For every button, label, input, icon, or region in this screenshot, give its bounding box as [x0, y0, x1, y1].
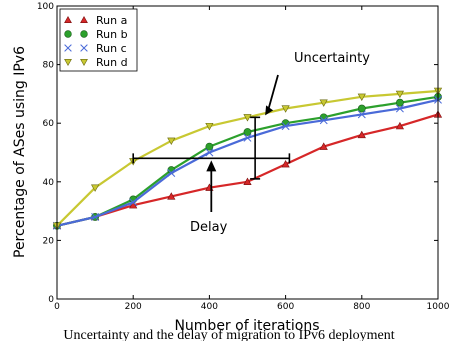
x-tick-label: 800	[353, 302, 370, 312]
y-tick-label: 20	[43, 236, 55, 246]
marker-x-stroke	[357, 110, 366, 119]
marker-x	[64, 44, 72, 52]
marker-x-stroke	[167, 169, 176, 177]
marker-triangle-down	[80, 58, 88, 67]
marker-triangle-up	[319, 142, 328, 150]
marker-triangle-down	[167, 137, 176, 145]
legend-entry: Run c	[64, 42, 127, 55]
legend-entry: Run a	[64, 14, 127, 27]
marker-circle	[80, 30, 88, 38]
legend-label: Run b	[96, 28, 128, 41]
y-tick-label: 0	[48, 295, 54, 305]
marker-triangle-up	[64, 15, 72, 24]
marker-x-stroke	[80, 44, 88, 52]
y-tick-label: 80	[43, 61, 55, 71]
marker-triangle-up	[129, 201, 138, 209]
marker-triangle-down	[243, 114, 252, 122]
marker-circle	[395, 98, 404, 107]
marker-x-stroke	[129, 198, 138, 207]
arrow-uncertainty-shaft	[267, 74, 279, 111]
marker-circle	[205, 142, 214, 151]
marker-x-stroke	[281, 122, 290, 131]
x-tick-label: 0	[54, 302, 60, 312]
legend-label: Run d	[96, 56, 128, 69]
marker-x	[319, 116, 328, 125]
y-tick-label: 60	[43, 119, 55, 129]
marker-triangle-up	[395, 121, 405, 130]
figure-caption: Uncertainty and the delay of migration t…	[63, 329, 395, 341]
marker-x-stroke	[395, 104, 404, 113]
marker-x-stroke	[319, 116, 328, 125]
x-axis-label: Number of iterations	[174, 318, 319, 334]
marker-circle	[64, 30, 72, 38]
marker-circle	[357, 104, 366, 113]
x-tick-label: 200	[125, 302, 142, 312]
annotation-delay: Delay	[190, 220, 228, 235]
marker-x	[91, 213, 100, 221]
marker-triangle-down	[395, 90, 405, 99]
marker-triangle-up	[167, 192, 176, 200]
marker-circle	[243, 128, 252, 136]
series-layer	[52, 87, 443, 230]
legend-label: Run a	[96, 14, 127, 27]
marker-x-stroke	[64, 44, 72, 52]
marker-x	[395, 104, 404, 113]
annotations	[132, 74, 291, 212]
marker-x-stroke	[243, 133, 252, 142]
marker-x-stroke	[91, 213, 100, 221]
y-axis-label: Percentage of ASes using IPv6	[12, 46, 28, 258]
marker-x-stroke	[205, 148, 214, 157]
marker-triangle-down	[319, 99, 328, 107]
marker-triangle-down	[64, 58, 72, 67]
legend-label: Run c	[96, 42, 127, 55]
marker-x	[129, 198, 138, 207]
arrow-uncertainty-head	[265, 105, 274, 116]
y-tick-label: 100	[37, 2, 54, 12]
marker-triangle-down	[357, 93, 366, 102]
x-tick-label: 400	[201, 302, 218, 312]
marker-triangle-down	[90, 184, 100, 192]
marker-triangle-up	[80, 15, 88, 24]
marker-x	[80, 44, 88, 52]
plot-frame	[56, 5, 439, 300]
y-tick-label: 40	[43, 178, 55, 188]
marker-x	[281, 122, 290, 131]
marker-x	[243, 133, 252, 142]
x-tick-label: 600	[277, 302, 294, 312]
x-tick-label: 1000	[427, 302, 450, 312]
legend-entry: Run d	[64, 56, 128, 69]
marker-triangle-up	[357, 130, 366, 139]
legend-box	[59, 8, 138, 72]
marker-triangle-down	[281, 105, 290, 113]
series-run-b	[53, 92, 442, 230]
arrow-delay-head	[206, 160, 217, 172]
legend-entry: Run b	[64, 28, 128, 41]
marker-triangle-down	[205, 122, 214, 131]
marker-triangle-up	[243, 177, 252, 185]
marker-x	[167, 169, 176, 177]
annotation-uncertainty: Uncertainty	[294, 51, 370, 66]
marker-x	[205, 148, 214, 157]
marker-triangle-up	[281, 160, 290, 168]
marker-x	[357, 110, 366, 119]
